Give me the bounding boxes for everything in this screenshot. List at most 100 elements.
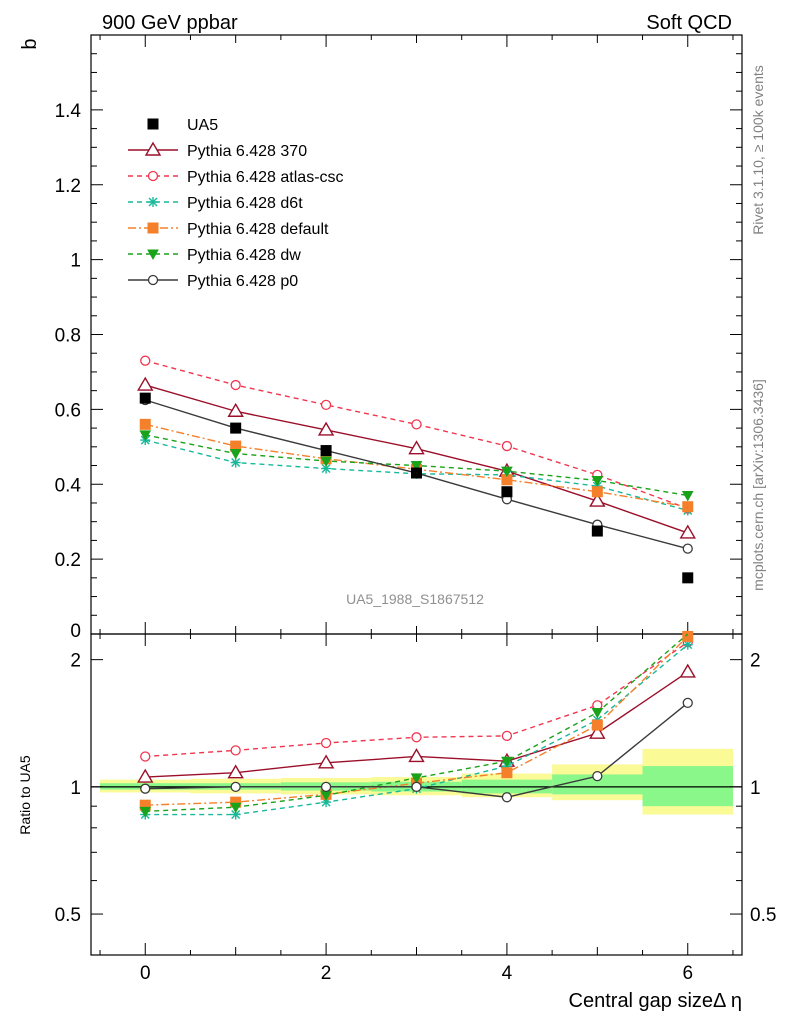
ratio-point-4	[229, 802, 242, 814]
series-point-0	[139, 392, 151, 404]
ratio-point-5	[501, 792, 513, 803]
series-point-5	[410, 461, 423, 472]
star-stroke	[321, 464, 331, 474]
legend-label: Pythia 6.428 d6t	[187, 195, 303, 212]
ratio-y-tick-label-right: 1	[750, 778, 761, 799]
series-point-5	[681, 490, 694, 502]
y-tick-label: 0.2	[55, 550, 81, 571]
ratio-point-1	[230, 745, 241, 756]
series-point-0	[411, 467, 422, 479]
ratio-point-1	[140, 751, 151, 762]
y-tick-label: 1	[70, 251, 81, 272]
legend-marker	[148, 197, 158, 207]
ratio-point-0	[317, 754, 335, 769]
xlabel: Central gap sizeΔ η	[569, 990, 742, 1012]
series-point-2	[320, 399, 332, 411]
ratio-point-0	[227, 764, 244, 779]
y-tick-label: 1.2	[55, 176, 81, 197]
series-point-4	[591, 486, 603, 498]
ratio-point-5	[230, 781, 241, 792]
ratio-point-0	[679, 663, 696, 678]
star-stroke	[231, 458, 241, 468]
ratio-point-1	[501, 730, 513, 742]
series-point-2	[501, 440, 513, 452]
series-point-0	[230, 422, 242, 434]
series-point-2	[411, 419, 422, 430]
ratio-point-0	[408, 748, 425, 763]
legend-marker	[147, 118, 159, 130]
series-point-2	[230, 379, 241, 391]
ratio-point-2	[682, 639, 693, 650]
ratio-point-4	[591, 707, 604, 719]
series-point-1	[589, 492, 606, 507]
main-ylabel: b	[19, 38, 41, 49]
ratio-point-5	[320, 781, 332, 792]
series-point-5	[320, 456, 332, 468]
series-point-1	[317, 421, 335, 436]
star-stroke	[231, 810, 241, 820]
ratio-y-tick-label-right: 0.5	[750, 905, 776, 926]
series-point-6	[682, 543, 693, 554]
ratio-point-1	[320, 737, 332, 749]
x-tick-label: 0	[140, 963, 151, 984]
series-point-0	[320, 445, 332, 457]
ratio-point-3	[591, 719, 603, 731]
series-point-5	[591, 476, 604, 487]
y-tick-label: 0.6	[55, 400, 81, 421]
series-point-0	[501, 486, 513, 498]
ratio-y-tick-label: 2	[70, 651, 81, 672]
series-point-1	[137, 376, 154, 391]
y-tick-label: 0.4	[55, 475, 82, 496]
ratio-point-5	[592, 771, 603, 782]
series-point-4	[139, 418, 151, 430]
series-point-5	[229, 449, 242, 460]
legend-label: Pythia 6.428 atlas-csc	[187, 169, 344, 186]
series-point-0	[591, 525, 603, 537]
band-stat	[552, 774, 643, 795]
legend-marker	[147, 249, 159, 261]
ratio-point-5	[411, 781, 422, 792]
ratio-y-tick-label-right: 2	[750, 651, 761, 672]
legend-marker	[147, 274, 159, 286]
y-tick-label: 0.8	[55, 326, 81, 347]
y-tick-label: 0	[70, 621, 81, 642]
analysis-id: UA5_1988_S1867512	[346, 591, 484, 607]
ratio-point-4	[139, 806, 152, 818]
ratio-y-tick-label: 0.5	[55, 905, 81, 926]
ratio-y-tick-label: 1	[70, 778, 81, 799]
band-stat	[642, 766, 733, 807]
ratio-point-5	[682, 697, 693, 709]
ratio-point-1	[411, 732, 422, 743]
x-tick-label: 2	[321, 963, 332, 984]
rivet-label: Rivet 3.1.10, ≥ 100k events	[750, 65, 766, 235]
ratio-point-3	[682, 630, 694, 642]
header-right: Soft QCD	[646, 12, 732, 34]
x-tick-label: 4	[502, 963, 513, 984]
ratio-point-0	[589, 724, 606, 739]
ratio-ylabel: Ratio to UA5	[17, 755, 33, 835]
ratio-point-3	[501, 767, 513, 779]
legend-label: Pythia 6.428 370	[187, 143, 307, 160]
series-point-5	[501, 466, 513, 478]
star-stroke	[148, 197, 158, 207]
series-point-1	[679, 524, 696, 539]
series-point-2	[140, 355, 151, 366]
legend-label: Pythia 6.428 default	[187, 221, 329, 238]
series-point-1	[227, 402, 244, 417]
star-stroke	[683, 640, 693, 650]
series-point-1	[408, 440, 425, 455]
series-line-1	[145, 384, 688, 534]
series-point-0	[682, 572, 694, 584]
mcplots-label: mcplots.cern.ch [arXiv:1306.3436]	[750, 379, 766, 591]
legend-label: Pythia 6.428 p0	[187, 273, 298, 290]
x-tick-label: 6	[682, 963, 693, 984]
ratio-point-4	[410, 773, 423, 784]
ratio-point-5	[140, 783, 151, 794]
legend-marker	[147, 222, 159, 234]
legend-marker	[147, 170, 159, 182]
legend-label: Pythia 6.428 dw	[187, 247, 301, 264]
series-point-5	[139, 430, 152, 441]
header-left: 900 GeV ppbar	[102, 12, 238, 34]
legend-label: UA5	[187, 117, 218, 134]
ratio-point-4	[501, 756, 513, 768]
